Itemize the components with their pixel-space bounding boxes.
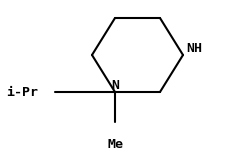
Text: NH: NH: [186, 42, 202, 54]
Text: N: N: [111, 79, 119, 92]
Text: Me: Me: [107, 138, 123, 151]
Text: i-Pr: i-Pr: [6, 86, 38, 98]
